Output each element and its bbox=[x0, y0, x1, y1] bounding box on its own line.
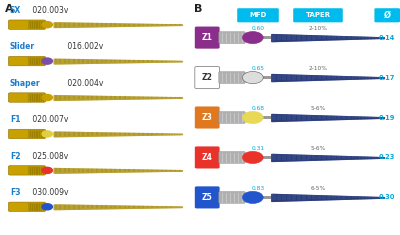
FancyBboxPatch shape bbox=[263, 76, 271, 79]
FancyBboxPatch shape bbox=[293, 8, 343, 22]
Text: 0.68: 0.68 bbox=[252, 106, 264, 111]
FancyBboxPatch shape bbox=[8, 93, 46, 102]
FancyBboxPatch shape bbox=[8, 56, 46, 66]
FancyBboxPatch shape bbox=[263, 156, 271, 159]
FancyBboxPatch shape bbox=[8, 202, 46, 212]
Text: 0.14: 0.14 bbox=[379, 35, 395, 41]
FancyBboxPatch shape bbox=[219, 152, 245, 163]
Text: 0.23: 0.23 bbox=[379, 154, 395, 161]
Text: Z1: Z1 bbox=[202, 33, 213, 42]
Text: SX: SX bbox=[10, 6, 21, 15]
FancyBboxPatch shape bbox=[195, 67, 220, 89]
FancyBboxPatch shape bbox=[195, 146, 220, 168]
Text: Z5: Z5 bbox=[202, 193, 212, 202]
Text: B: B bbox=[194, 4, 202, 14]
Text: F1: F1 bbox=[10, 115, 20, 124]
Circle shape bbox=[242, 191, 263, 204]
Text: 016.002v: 016.002v bbox=[65, 43, 103, 51]
Text: 5-6%: 5-6% bbox=[310, 146, 326, 151]
Text: Z2: Z2 bbox=[202, 73, 213, 82]
Circle shape bbox=[42, 167, 52, 173]
Text: 020.004v: 020.004v bbox=[65, 79, 103, 88]
FancyBboxPatch shape bbox=[8, 166, 46, 175]
FancyBboxPatch shape bbox=[219, 112, 245, 123]
Circle shape bbox=[242, 71, 263, 84]
Circle shape bbox=[42, 22, 52, 28]
FancyBboxPatch shape bbox=[263, 36, 271, 39]
Text: Shaper: Shaper bbox=[10, 79, 41, 88]
FancyBboxPatch shape bbox=[28, 203, 45, 211]
Text: 0.30: 0.30 bbox=[379, 194, 395, 200]
Text: 2-10%: 2-10% bbox=[308, 26, 328, 31]
FancyBboxPatch shape bbox=[28, 20, 45, 29]
Text: 020.007v: 020.007v bbox=[30, 115, 68, 124]
FancyBboxPatch shape bbox=[195, 27, 220, 49]
Circle shape bbox=[242, 31, 263, 44]
FancyBboxPatch shape bbox=[28, 166, 45, 175]
Text: Z4: Z4 bbox=[202, 153, 213, 162]
Text: 6-5%: 6-5% bbox=[310, 186, 326, 191]
Text: 0.31: 0.31 bbox=[252, 146, 264, 151]
Text: A: A bbox=[5, 4, 14, 14]
Text: Slider: Slider bbox=[10, 43, 35, 51]
FancyBboxPatch shape bbox=[263, 196, 271, 199]
Text: 2-10%: 2-10% bbox=[308, 66, 328, 71]
FancyBboxPatch shape bbox=[28, 130, 45, 138]
Circle shape bbox=[42, 131, 52, 137]
Text: 025.008v: 025.008v bbox=[30, 152, 68, 161]
Text: 0.83: 0.83 bbox=[252, 186, 264, 191]
Text: 020.003v: 020.003v bbox=[30, 6, 68, 15]
FancyBboxPatch shape bbox=[219, 72, 245, 83]
Circle shape bbox=[42, 94, 52, 101]
FancyBboxPatch shape bbox=[8, 129, 46, 139]
FancyBboxPatch shape bbox=[28, 57, 45, 65]
FancyBboxPatch shape bbox=[195, 186, 220, 208]
Text: F3: F3 bbox=[10, 188, 20, 197]
Circle shape bbox=[42, 58, 52, 64]
Text: MFD: MFD bbox=[249, 12, 267, 18]
Text: 030.009v: 030.009v bbox=[30, 188, 68, 197]
Text: 0.19: 0.19 bbox=[379, 114, 395, 121]
FancyBboxPatch shape bbox=[28, 93, 45, 102]
FancyBboxPatch shape bbox=[374, 8, 400, 22]
Text: TAPER: TAPER bbox=[306, 12, 330, 18]
Text: Ø: Ø bbox=[384, 11, 391, 20]
Text: 0.17: 0.17 bbox=[379, 74, 395, 81]
Text: Z3: Z3 bbox=[202, 113, 213, 122]
Text: 5-6%: 5-6% bbox=[310, 106, 326, 111]
FancyBboxPatch shape bbox=[195, 106, 220, 129]
FancyBboxPatch shape bbox=[219, 192, 245, 203]
Text: F2: F2 bbox=[10, 152, 20, 161]
Text: 0.60: 0.60 bbox=[252, 26, 264, 31]
FancyBboxPatch shape bbox=[263, 116, 271, 119]
Text: 0.65: 0.65 bbox=[252, 66, 264, 71]
FancyBboxPatch shape bbox=[219, 32, 245, 43]
Circle shape bbox=[42, 204, 52, 210]
Circle shape bbox=[242, 111, 263, 124]
FancyBboxPatch shape bbox=[237, 8, 279, 22]
FancyBboxPatch shape bbox=[8, 20, 46, 29]
Circle shape bbox=[242, 151, 263, 164]
